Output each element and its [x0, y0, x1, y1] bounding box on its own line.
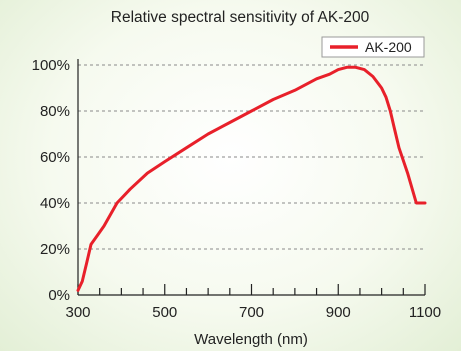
x-tick-label-300: 300	[65, 304, 90, 321]
legend-label-ak-200: AK-200	[365, 39, 412, 55]
y-tick-label-60: 60%	[40, 149, 70, 166]
chart-title: Relative spectral sensitivity of AK-200	[111, 9, 370, 26]
x-axis-label: Wavelength (nm)	[194, 331, 308, 348]
y-tick-label-80: 80%	[40, 103, 70, 120]
x-tick-label-500: 500	[152, 304, 177, 321]
y-tick-label-40: 40%	[40, 195, 70, 212]
y-tick-label-20: 20%	[40, 241, 70, 258]
legend: AK-200	[321, 36, 425, 58]
x-tick-label-700: 700	[239, 304, 264, 321]
series-line-ak-200	[76, 65, 427, 292]
x-tick-label-1100: 1100	[409, 304, 441, 321]
x-tick-label-900: 900	[326, 304, 351, 321]
legend-box	[321, 36, 425, 58]
y-tick-label-100: 100%	[32, 57, 70, 74]
y-tick-label-0: 0%	[48, 287, 70, 304]
axes	[77, 59, 426, 296]
gridlines	[78, 64, 425, 250]
x-tick-labels: 300 500 700 900 1100	[65, 304, 441, 321]
y-tick-labels: 0% 20% 40% 60% 80% 100%	[32, 57, 70, 304]
data-series	[76, 65, 427, 292]
